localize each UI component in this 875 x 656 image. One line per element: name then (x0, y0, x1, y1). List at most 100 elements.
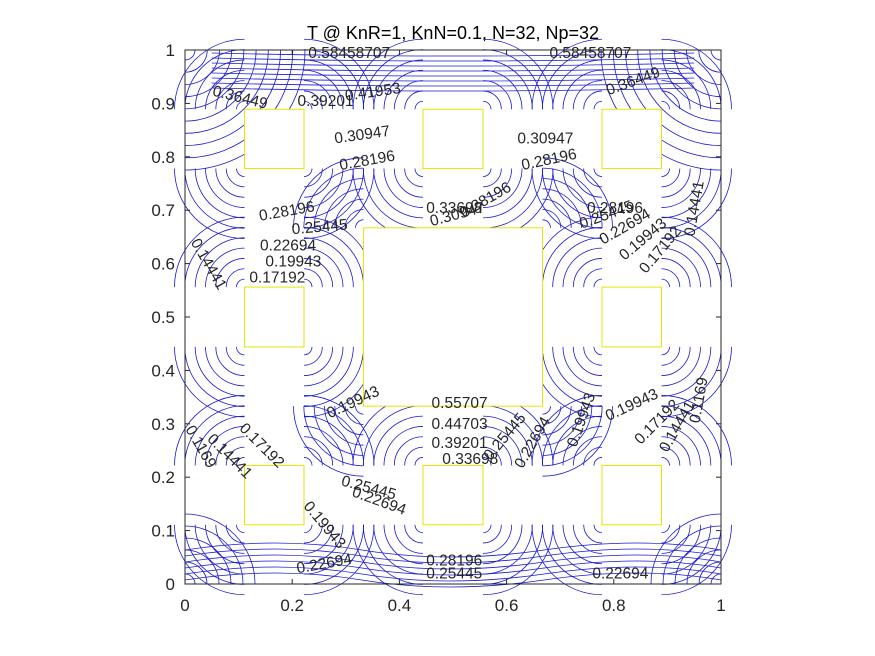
contour-line (661, 168, 732, 239)
contour-line (483, 168, 513, 198)
contour-line (583, 90, 603, 110)
x-tick-label: 0 (180, 596, 189, 615)
contour-line (542, 167, 603, 228)
contour-line (572, 524, 603, 554)
contour-line (661, 168, 701, 208)
contour-line (205, 69, 245, 110)
contour-label: 0.33698 (442, 451, 498, 468)
contour-line (184, 554, 722, 570)
contour-line (184, 227, 245, 288)
boundary-hole (422, 108, 484, 170)
contour-line (661, 80, 691, 110)
contour-line (184, 548, 722, 564)
contour-line (225, 446, 245, 466)
contour-line (303, 38, 375, 110)
contour-line (661, 69, 701, 110)
contour-line (373, 415, 423, 466)
contour-line (184, 560, 722, 576)
contour-line (686, 49, 722, 85)
contour-line (542, 219, 551, 228)
contour-line (542, 406, 582, 446)
contour-line (414, 168, 424, 177)
contour-line (205, 247, 245, 288)
contour-line (661, 237, 712, 288)
contour-line (303, 268, 323, 288)
contour-line (483, 405, 544, 466)
contour-line (205, 168, 245, 208)
contour-lines (174, 38, 732, 596)
contour-line (552, 237, 603, 288)
contour-line (355, 406, 364, 415)
contour-line (303, 405, 365, 466)
contour-line (393, 436, 423, 466)
contour-label: 0.17192 (249, 269, 305, 286)
contour-line (661, 227, 722, 288)
contour-line (593, 346, 603, 356)
contour-line (236, 524, 245, 534)
contour-line (194, 524, 245, 575)
contour-line (211, 62, 695, 67)
contour-line (552, 415, 603, 466)
contour-line (303, 415, 354, 466)
contour-line (661, 346, 712, 397)
contour-line (483, 524, 554, 596)
contour-line (215, 80, 245, 110)
y-tick-label: 0.1 (151, 522, 175, 541)
contour-line (362, 168, 423, 229)
contour-line (541, 227, 603, 288)
contour-line (483, 168, 544, 229)
contour-line (303, 258, 334, 288)
contour-line (661, 278, 670, 288)
contour-line (303, 457, 313, 466)
contour-line (531, 38, 603, 110)
contour-line (572, 436, 603, 466)
contour-line (483, 49, 544, 110)
contour-line (482, 524, 492, 534)
contour-line (698, 561, 722, 585)
contour-line (174, 524, 245, 596)
contour-line (236, 100, 245, 110)
contour-line (174, 216, 245, 288)
contour-line (324, 188, 364, 228)
boundary-hole (362, 227, 544, 407)
contour-line (303, 49, 365, 110)
contour-line (542, 188, 582, 228)
contour-line (661, 524, 670, 534)
contour-line (404, 524, 423, 544)
contour-line (661, 346, 681, 366)
contour-line (593, 168, 603, 177)
contour-line (184, 49, 220, 85)
contour-line (661, 415, 712, 466)
contour-line (541, 405, 603, 466)
contour-line (661, 100, 670, 110)
y-axis: 0 0.1 0.2 0.3 0.4 0.5 0.6 0.7 0.8 0.9 1 (151, 41, 721, 594)
contour-line (483, 168, 533, 219)
x-tick-label: 0.8 (602, 596, 626, 615)
contour-line (334, 198, 364, 228)
contour-line (583, 346, 603, 366)
contour-line (303, 247, 344, 288)
contour-line (562, 69, 603, 110)
contour-line (483, 415, 533, 466)
contour-line (236, 168, 245, 177)
contour-line (383, 524, 423, 565)
contour-line (562, 168, 603, 208)
contour-line (661, 346, 670, 356)
contour-line (661, 436, 691, 466)
contour-label: 0.28196 (587, 200, 643, 217)
contour-label: 0.39201 (298, 93, 354, 110)
contour-line (303, 227, 365, 288)
contour-line (184, 549, 220, 585)
x-tick-label: 0.2 (280, 596, 304, 615)
contour-line (637, 49, 722, 134)
contour-line (542, 406, 572, 436)
contour-line (303, 237, 354, 288)
contour-line (541, 524, 603, 585)
contour-line (552, 59, 603, 110)
contour-label: 0.22694 (592, 566, 648, 583)
boundary-hole (243, 108, 305, 170)
contour-line (352, 38, 423, 110)
contour-line (541, 49, 603, 110)
contour-line (225, 346, 245, 366)
